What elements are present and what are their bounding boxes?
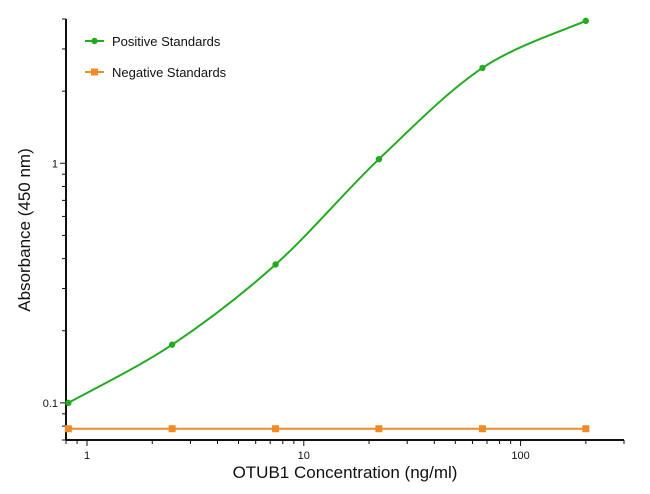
data-point	[168, 341, 176, 348]
axes: 0.1 1 1 10 100	[43, 18, 625, 462]
legend-label: Positive Standards	[112, 34, 221, 49]
data-point	[272, 261, 279, 268]
legend-label: Negative Standards	[112, 65, 227, 80]
data-point	[64, 425, 72, 433]
series-layer	[64, 17, 590, 433]
data-point	[479, 64, 486, 72]
x-tick-label: 100	[511, 450, 529, 462]
data-point	[478, 425, 486, 433]
x-tick-label: 1	[84, 450, 90, 462]
x-tick-label: 10	[298, 450, 310, 462]
y-axis-label: Absorbance (450 nm)	[15, 148, 34, 311]
data-point	[582, 17, 590, 25]
series-line-0	[67, 19, 587, 404]
legend-marker	[91, 68, 98, 76]
y-tick-label: 0.1	[43, 398, 58, 410]
x-axis-label: OTUB1 Concentration (ng/ml)	[233, 463, 458, 482]
legend-marker	[91, 37, 98, 45]
data-point	[375, 425, 383, 433]
legend: Positive Standards Negative Standards	[85, 34, 227, 80]
data-point	[375, 155, 383, 163]
data-point	[272, 425, 280, 433]
data-point	[65, 399, 72, 407]
y-tick-label: 1	[52, 158, 58, 170]
data-point	[168, 425, 176, 433]
data-point	[582, 425, 590, 433]
